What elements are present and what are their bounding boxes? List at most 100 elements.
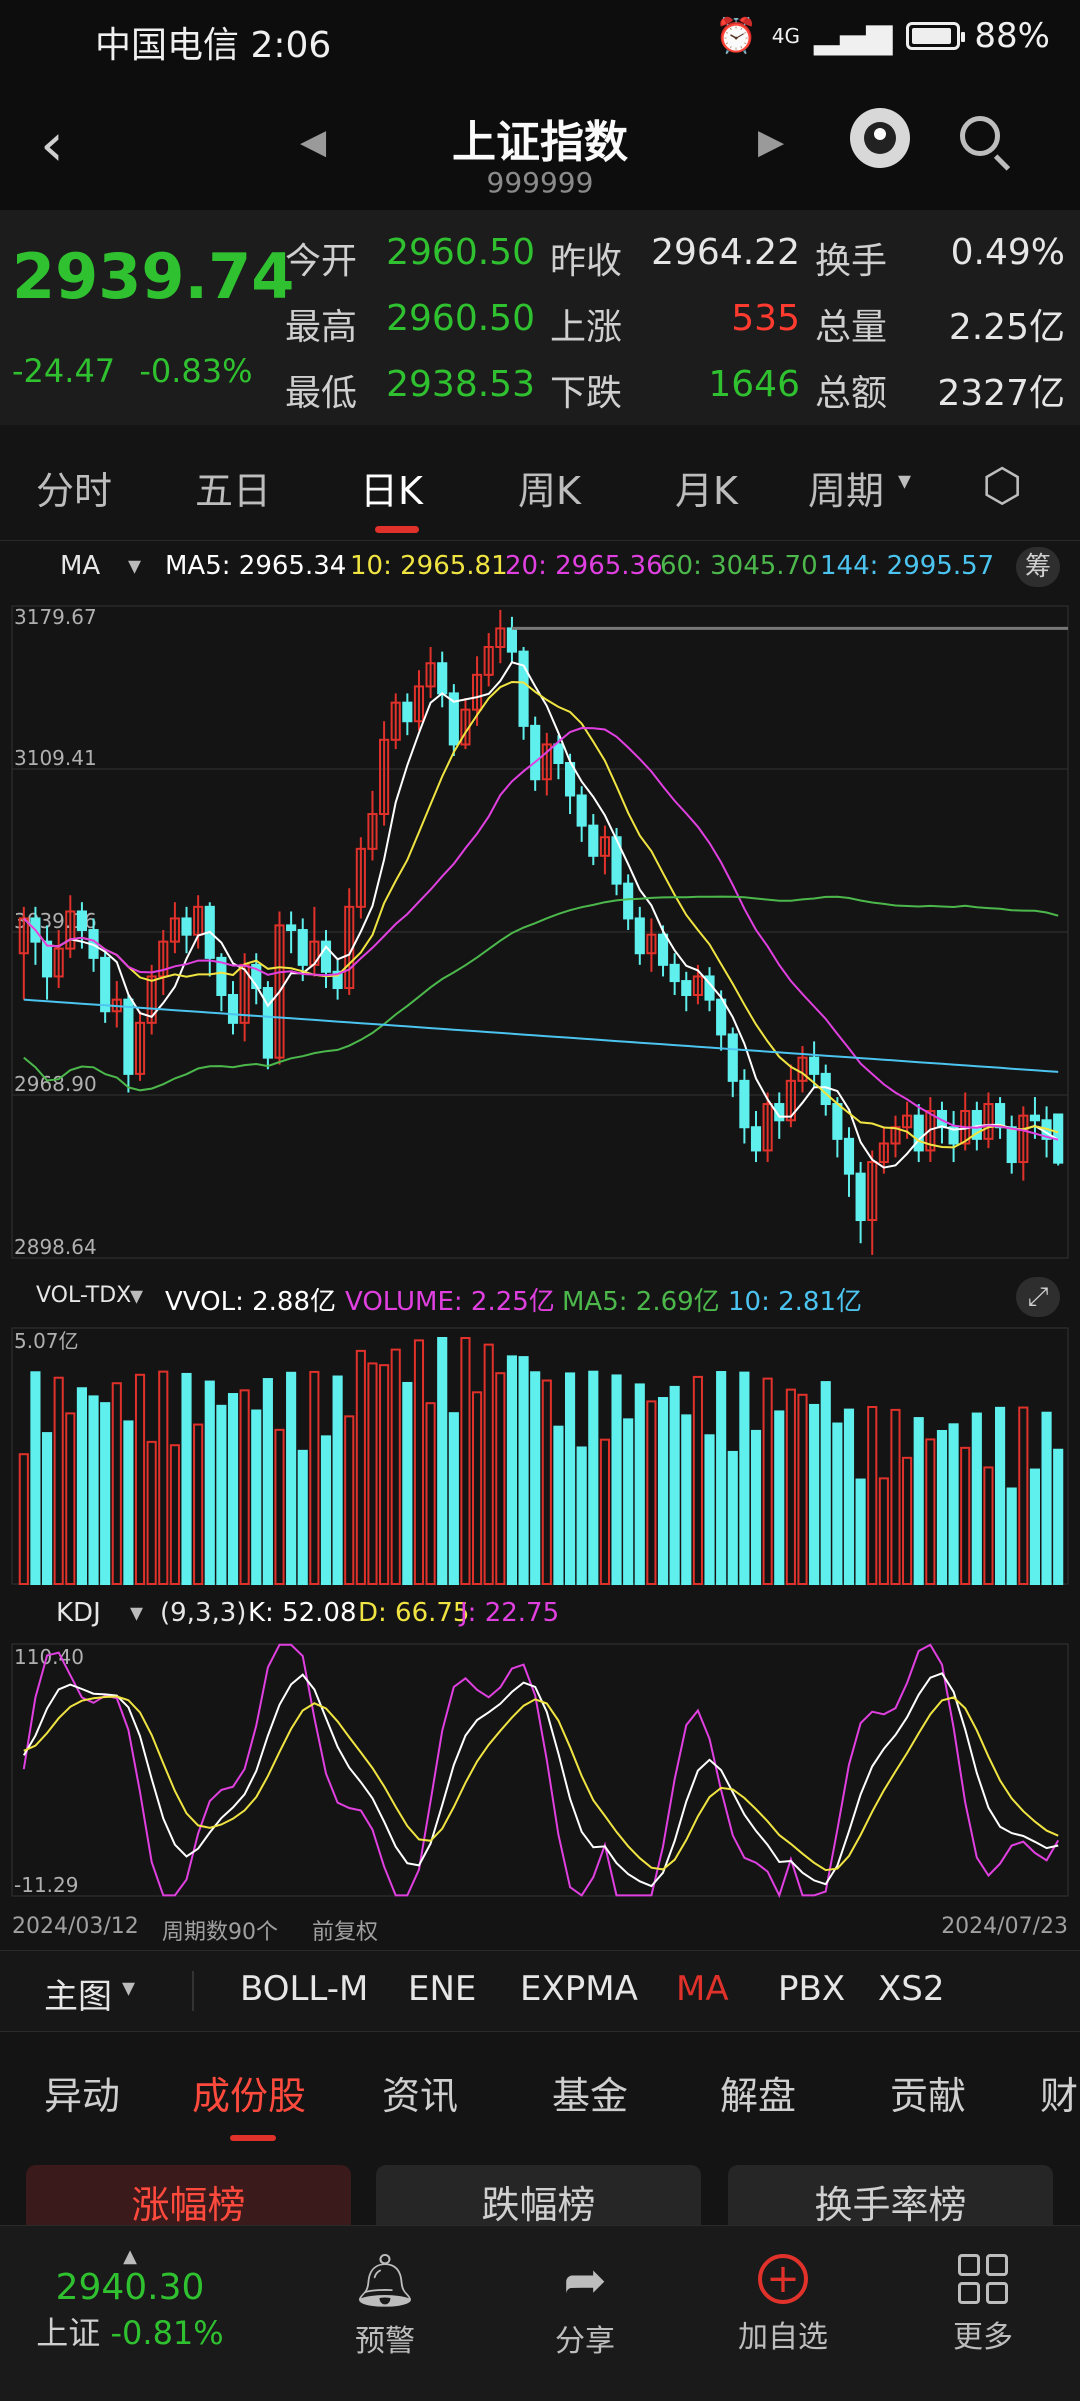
tab-period-0[interactable]: 分时 (36, 469, 113, 513)
content-tab-0[interactable]: 异动 (44, 2074, 121, 2118)
kdj-bottom-label: -11.29 (14, 1873, 78, 1897)
tab-period-5[interactable]: 周期 (808, 469, 885, 513)
volume-bar (251, 1409, 262, 1585)
volume-bar (448, 1412, 459, 1586)
tab-period-2[interactable]: 日K (360, 469, 423, 513)
ma144-value: 144: 2995.57 (820, 551, 995, 581)
kdj-k-line (22, 1672, 1059, 1888)
kdj-legend: KDJ ▾ (9,3,3) K: 52.08 D: 66.75 J: 22.75 (0, 1592, 1080, 1636)
signal-icon: ▂▄▆ (813, 16, 893, 56)
volume-bar (274, 1428, 285, 1585)
volume-bar (227, 1393, 239, 1585)
content-tab-2[interactable]: 资讯 (382, 2074, 459, 2118)
content-tab-3[interactable]: 基金 (552, 2074, 629, 2118)
vol-dropdown-icon[interactable]: ▾ (130, 1281, 144, 1311)
volume-bar (472, 1391, 483, 1585)
mini-quote[interactable]: ▲ 2940.30 上证 -0.81% (30, 2246, 230, 2354)
volume-bar (518, 1356, 529, 1586)
vol-label[interactable]: VOL-TDX (36, 1283, 132, 1308)
main-chart-dropdown-icon[interactable]: ▾ (122, 1973, 136, 2003)
ma-line-5 (23, 661, 1059, 1169)
settings-hexagon-icon[interactable]: ⬡ (982, 458, 1023, 512)
candle-body (100, 956, 111, 1013)
volume-bar (925, 1438, 936, 1585)
nav-alert-label: 预警 (355, 2324, 415, 2359)
candle-body (785, 1079, 796, 1122)
nav-alert[interactable]: 🔔︎ 预警 (310, 2246, 460, 2360)
nav-share[interactable]: ➦ 分享 (510, 2246, 660, 2360)
quote-value: 2.25亿 (948, 307, 1065, 348)
kdj-label[interactable]: KDJ (56, 1598, 101, 1628)
period-dropdown-icon[interactable]: ▾ (898, 466, 912, 496)
quote-label: 今开 (285, 241, 358, 282)
volume-bar (332, 1375, 343, 1585)
indicator-tab-1[interactable]: ENE (408, 1969, 477, 2009)
candle-body (227, 994, 239, 1024)
volume-bar (832, 1422, 843, 1585)
indicator-tab-3[interactable]: MA (676, 1969, 729, 2009)
tab-period-4[interactable]: 月K (675, 469, 738, 513)
content-tab-1[interactable]: 成份股 (192, 2074, 307, 2118)
content-tab-6[interactable]: 财 (1040, 2074, 1079, 2118)
volume-bar (460, 1337, 471, 1585)
prev-stock-icon[interactable]: ◀ (300, 122, 327, 162)
indicator-tab-0[interactable]: BOLL-M (240, 1969, 369, 2009)
change-value: -24.47 (12, 352, 116, 390)
volume-bar (53, 1376, 64, 1585)
quote-label: 下跌 (550, 373, 623, 414)
volume-bar (413, 1339, 425, 1585)
kdj-k-value: K: 52.08 (248, 1598, 357, 1628)
search-icon[interactable] (960, 116, 1011, 171)
divider (192, 1971, 194, 2011)
volume-bar (867, 1406, 878, 1585)
candle-body (530, 724, 541, 781)
volume-bar (599, 1438, 610, 1585)
back-icon[interactable]: ‹ (40, 110, 64, 180)
nav-add-watchlist[interactable]: + 加自选 (708, 2246, 858, 2356)
mascot-icon[interactable] (850, 108, 910, 168)
volume-bar (134, 1373, 146, 1585)
content-tab-4[interactable]: 解盘 (720, 2074, 797, 2118)
candle-body (867, 1161, 878, 1222)
candle-body (913, 1114, 924, 1152)
indicator-tab-2[interactable]: EXPMA (520, 1969, 638, 2009)
expand-icon[interactable]: ⤢ (1016, 1277, 1060, 1317)
kdj-d-line (23, 1695, 1059, 1872)
main-chart-selector[interactable]: 主图 (44, 1977, 112, 2017)
candle-body (1006, 1126, 1017, 1164)
volume-bar (971, 1412, 982, 1585)
candle-body (286, 924, 297, 932)
volume-bar (111, 1382, 122, 1586)
mini-caret-icon: ▲ (123, 2246, 137, 2267)
next-stock-icon[interactable]: ▶ (758, 122, 785, 162)
quote-label: 总量 (815, 307, 888, 348)
volume-bar (541, 1379, 552, 1585)
kdj-dropdown-icon[interactable]: ▾ (130, 1598, 144, 1628)
quote-panel: 2939.74 -24.47 -0.83% 今开 2960.50 昨收 2964.22… (0, 210, 1080, 425)
volume-bar (262, 1378, 273, 1585)
ma-label[interactable]: MA (60, 551, 101, 581)
candle-body (53, 947, 64, 978)
tab-period-1[interactable]: 五日 (195, 469, 272, 513)
nav-more[interactable]: 更多 (908, 2246, 1058, 2356)
indicator-tab-5[interactable]: XS2 (878, 1969, 945, 2009)
candle-body (123, 998, 134, 1075)
volume-bar (286, 1371, 297, 1585)
kdj-chart[interactable]: 110.40 -11.29 (0, 1636, 1080, 1906)
volume-bar (809, 1403, 820, 1585)
candle-body (948, 1126, 959, 1145)
volume-chart[interactable]: 5.07亿 (0, 1320, 1080, 1590)
candle-body (495, 627, 506, 648)
volume-bar (704, 1434, 715, 1586)
content-tab-5[interactable]: 贡献 (890, 2074, 967, 2118)
candle-body (402, 701, 413, 723)
indicator-tab-4[interactable]: PBX (778, 1969, 846, 2009)
ma-dropdown-icon[interactable]: ▾ (128, 551, 142, 581)
chip-button[interactable]: 筹 (1016, 547, 1060, 587)
tab-period-3[interactable]: 周K (518, 469, 581, 513)
candle-body (1029, 1114, 1041, 1122)
last-price: 2939.74 (12, 240, 295, 313)
volume-bar (169, 1444, 180, 1585)
volume-bar (588, 1370, 599, 1586)
